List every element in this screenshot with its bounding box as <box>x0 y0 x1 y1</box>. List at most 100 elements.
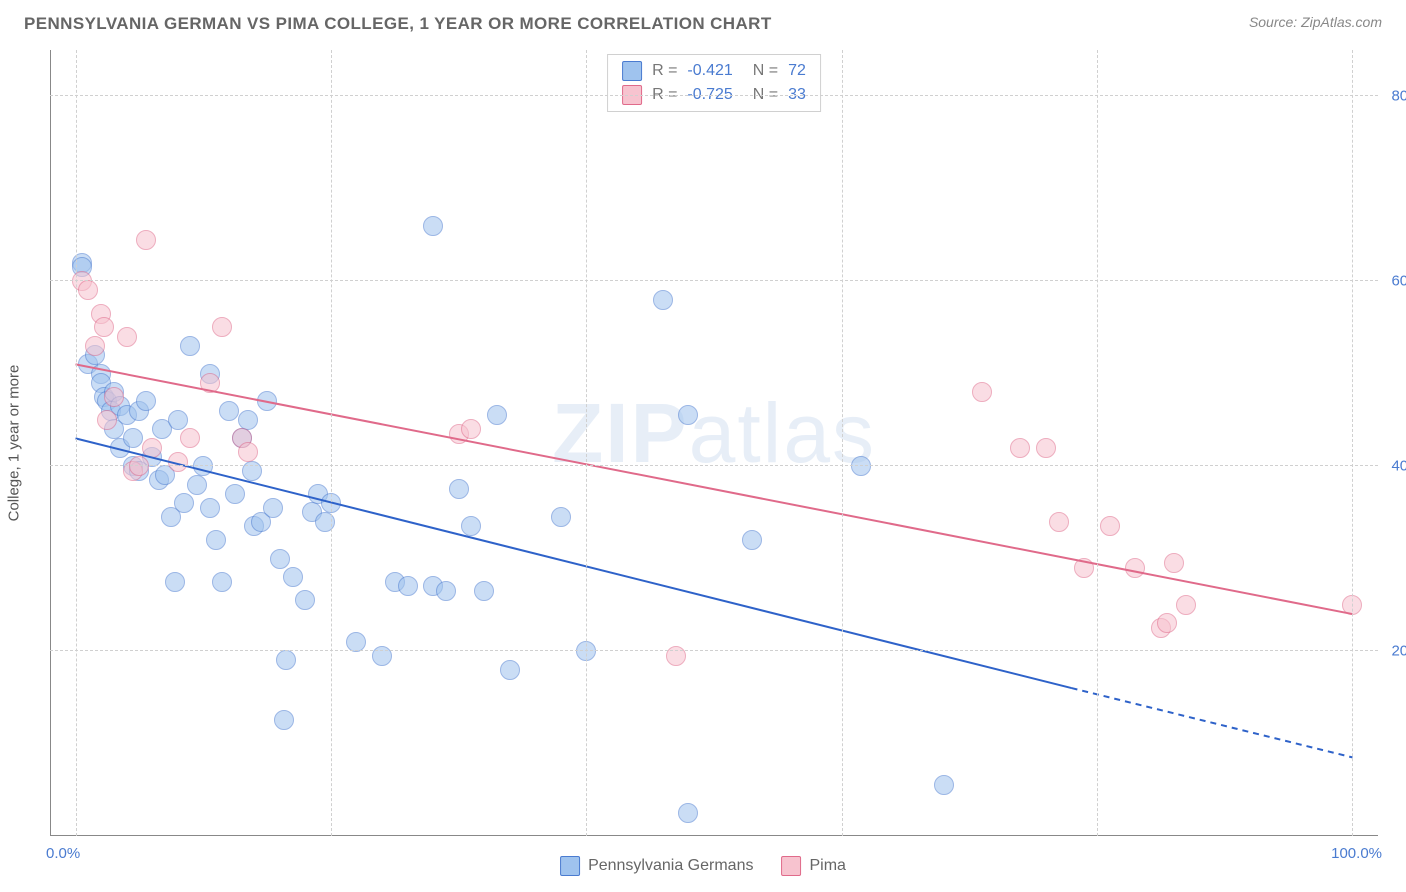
legend-item: Pima <box>781 856 845 876</box>
scatter-marker <box>1125 558 1145 578</box>
grid-line-h <box>50 280 1378 281</box>
grid-line-h <box>50 650 1378 651</box>
legend-bottom: Pennsylvania Germans Pima <box>560 856 846 876</box>
grid-line-h <box>50 465 1378 466</box>
scatter-marker <box>225 484 245 504</box>
scatter-marker <box>551 507 571 527</box>
scatter-marker <box>666 646 686 666</box>
scatter-marker <box>263 498 283 518</box>
scatter-marker <box>270 549 290 569</box>
scatter-marker <box>136 230 156 250</box>
scatter-marker <box>136 391 156 411</box>
scatter-marker <box>180 428 200 448</box>
scatter-marker <box>1157 613 1177 633</box>
scatter-marker <box>436 581 456 601</box>
scatter-marker <box>238 442 258 462</box>
scatter-marker <box>165 572 185 592</box>
scatter-marker <box>487 405 507 425</box>
scatter-marker <box>174 493 194 513</box>
scatter-marker <box>461 516 481 536</box>
scatter-marker <box>851 456 871 476</box>
y-tick-label: 20.0% <box>1382 643 1406 660</box>
scatter-marker <box>972 382 992 402</box>
scatter-marker <box>193 456 213 476</box>
scatter-marker <box>219 401 239 421</box>
stats-n-label: N = <box>753 62 778 80</box>
scatter-marker <box>85 336 105 356</box>
scatter-marker <box>187 475 207 495</box>
grid-line-v <box>76 50 77 836</box>
legend-label: Pima <box>809 857 845 875</box>
stats-row: R = -0.421 N = 72 <box>622 61 806 81</box>
scatter-marker <box>1049 512 1069 532</box>
grid-line-v <box>586 50 587 836</box>
scatter-marker <box>212 572 232 592</box>
plot-area: ZIPatlas R =-0.421N =72R =-0.725N =33 20… <box>50 50 1378 836</box>
scatter-marker <box>276 650 296 670</box>
source-label: Source: ZipAtlas.com <box>1249 14 1382 30</box>
legend-swatch <box>560 856 580 876</box>
scatter-marker <box>346 632 366 652</box>
grid-line-v <box>1352 50 1353 836</box>
legend-item: Pennsylvania Germans <box>560 856 753 876</box>
stats-swatch <box>622 61 642 81</box>
stats-r-value: -0.421 <box>687 62 732 80</box>
scatter-marker <box>97 410 117 430</box>
scatter-marker <box>206 530 226 550</box>
watermark: ZIPatlas <box>552 385 876 482</box>
scatter-marker <box>257 391 277 411</box>
scatter-marker <box>142 438 162 458</box>
scatter-marker <box>372 646 392 666</box>
scatter-marker <box>678 803 698 823</box>
scatter-marker <box>295 590 315 610</box>
trend-line-dashed <box>1072 688 1353 757</box>
scatter-marker <box>168 410 188 430</box>
scatter-marker <box>934 775 954 795</box>
scatter-marker <box>212 317 232 337</box>
x-tick-label-min: 0.0% <box>46 845 80 862</box>
scatter-marker <box>200 373 220 393</box>
scatter-marker <box>180 336 200 356</box>
scatter-marker <box>283 567 303 587</box>
scatter-marker <box>200 498 220 518</box>
scatter-marker <box>238 410 258 430</box>
x-axis-line <box>50 835 1378 836</box>
scatter-marker <box>274 710 294 730</box>
scatter-marker <box>678 405 698 425</box>
stats-box: R =-0.421N =72R =-0.725N =33 <box>607 54 821 112</box>
stats-r-label: R = <box>652 62 677 80</box>
scatter-marker <box>94 317 114 337</box>
x-tick-label-max: 100.0% <box>1331 845 1382 862</box>
scatter-marker <box>1164 553 1184 573</box>
scatter-marker <box>461 419 481 439</box>
scatter-marker <box>742 530 762 550</box>
scatter-marker <box>423 216 443 236</box>
scatter-marker <box>129 456 149 476</box>
chart-root: PENNSYLVANIA GERMAN VS PIMA COLLEGE, 1 Y… <box>0 0 1406 892</box>
y-tick-label: 60.0% <box>1382 273 1406 290</box>
stats-n-value: 72 <box>788 62 806 80</box>
scatter-marker <box>1010 438 1030 458</box>
scatter-marker <box>449 479 469 499</box>
grid-line-h <box>50 95 1378 96</box>
scatter-marker <box>104 387 124 407</box>
grid-line-v <box>842 50 843 836</box>
legend-label: Pennsylvania Germans <box>588 857 753 875</box>
scatter-marker <box>1176 595 1196 615</box>
scatter-marker <box>1036 438 1056 458</box>
scatter-marker <box>500 660 520 680</box>
grid-line-v <box>331 50 332 836</box>
scatter-marker <box>653 290 673 310</box>
scatter-marker <box>78 280 98 300</box>
scatter-marker <box>117 327 137 347</box>
grid-line-v <box>1097 50 1098 836</box>
title-bar: PENNSYLVANIA GERMAN VS PIMA COLLEGE, 1 Y… <box>24 14 1382 42</box>
scatter-marker <box>168 452 188 472</box>
y-tick-label: 80.0% <box>1382 88 1406 105</box>
y-axis-label: College, 1 year or more <box>6 365 23 522</box>
y-axis-line <box>50 50 51 836</box>
legend-swatch <box>781 856 801 876</box>
scatter-marker <box>242 461 262 481</box>
scatter-marker <box>1074 558 1094 578</box>
scatter-marker <box>398 576 418 596</box>
